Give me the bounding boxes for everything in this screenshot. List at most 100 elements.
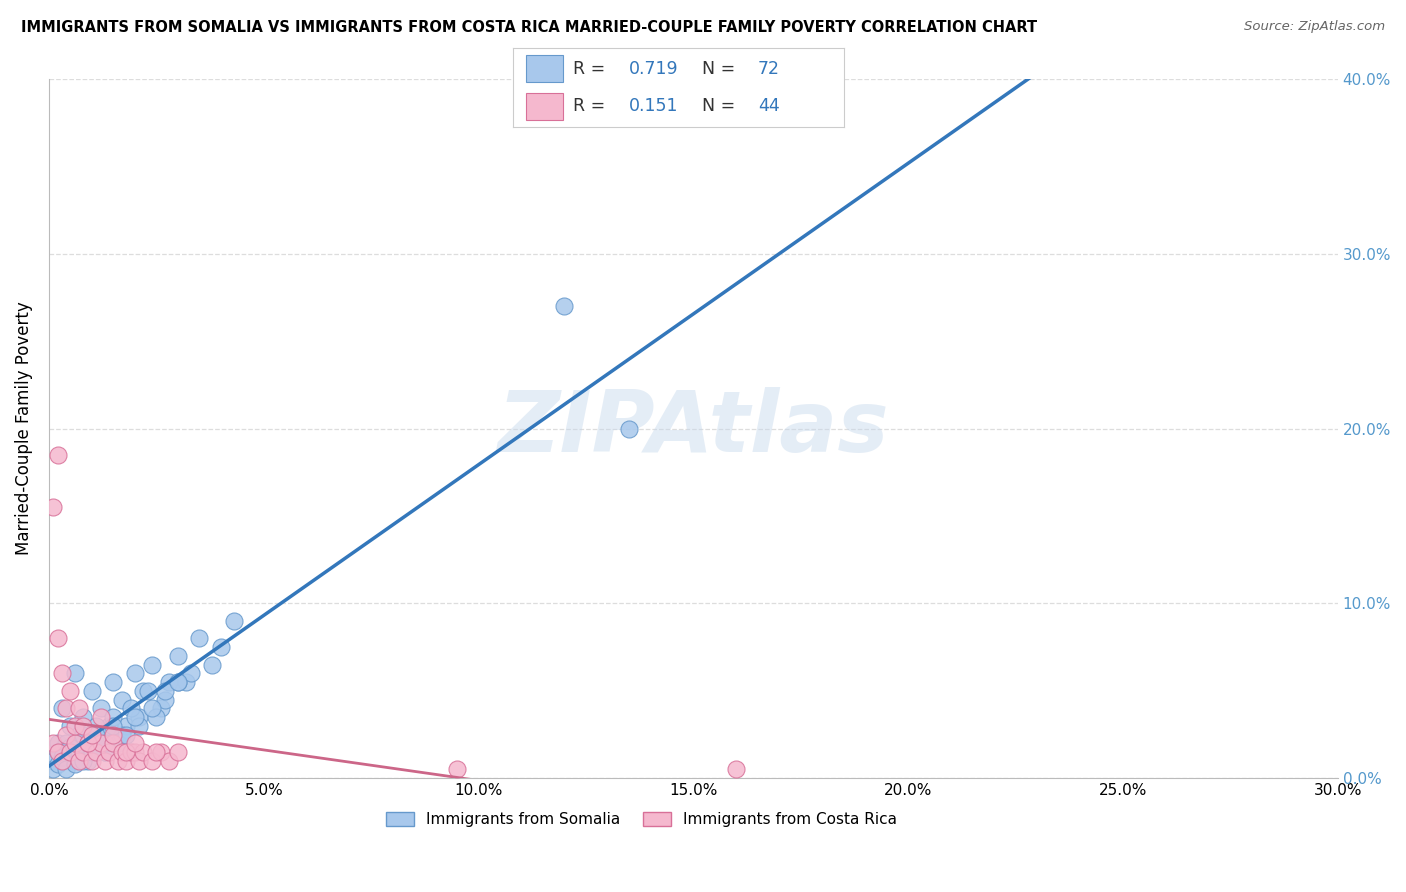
Text: 44: 44 — [758, 97, 779, 115]
Point — [42, 763, 65, 777]
Point — [89, 701, 111, 715]
Point — [46, 736, 69, 750]
Point — [67, 727, 90, 741]
Point — [76, 736, 98, 750]
Point — [59, 683, 82, 698]
Point — [72, 727, 94, 741]
Point — [89, 710, 111, 724]
Point — [124, 736, 146, 750]
Point — [141, 701, 163, 715]
Point — [103, 710, 125, 724]
Point — [209, 640, 232, 654]
Point — [222, 614, 245, 628]
Point — [51, 750, 73, 764]
Point — [76, 745, 98, 759]
Point — [46, 632, 69, 646]
Text: 72: 72 — [758, 60, 780, 78]
Point — [120, 745, 142, 759]
Point — [103, 675, 125, 690]
Point — [157, 754, 180, 768]
Point — [55, 745, 77, 759]
Point — [128, 754, 150, 768]
Point — [111, 692, 134, 706]
Point — [107, 754, 129, 768]
Point — [201, 657, 224, 672]
Point — [76, 754, 98, 768]
Point — [166, 675, 188, 690]
Point — [63, 719, 86, 733]
Point — [120, 745, 142, 759]
Point — [141, 754, 163, 768]
Point — [111, 727, 134, 741]
Point — [84, 727, 107, 741]
Point — [59, 739, 82, 754]
Text: R =: R = — [572, 97, 610, 115]
Point — [166, 648, 188, 663]
Point — [107, 736, 129, 750]
Point — [115, 745, 138, 759]
Point — [84, 745, 107, 759]
Point — [63, 757, 86, 772]
Point — [59, 719, 82, 733]
Text: ZIPAtlas: ZIPAtlas — [498, 387, 889, 470]
Point — [617, 421, 640, 435]
Point — [103, 727, 125, 741]
Point — [124, 710, 146, 724]
Point — [72, 754, 94, 768]
Point — [188, 632, 211, 646]
Point — [51, 666, 73, 681]
Point — [124, 666, 146, 681]
Point — [153, 683, 176, 698]
FancyBboxPatch shape — [526, 93, 562, 120]
Point — [72, 745, 94, 759]
Point — [59, 745, 82, 759]
Point — [67, 745, 90, 759]
Legend: Immigrants from Somalia, Immigrants from Costa Rica: Immigrants from Somalia, Immigrants from… — [381, 806, 903, 833]
Point — [145, 710, 167, 724]
Point — [55, 701, 77, 715]
Point — [76, 736, 98, 750]
Point — [80, 683, 103, 698]
Point — [120, 701, 142, 715]
Point — [115, 754, 138, 768]
Point — [157, 675, 180, 690]
Point — [103, 719, 125, 733]
Point — [446, 763, 468, 777]
Point — [128, 710, 150, 724]
Point — [149, 745, 172, 759]
Point — [153, 692, 176, 706]
Point — [111, 745, 134, 759]
Point — [98, 719, 121, 733]
Point — [46, 745, 69, 759]
Point — [553, 299, 575, 313]
Text: N =: N = — [702, 97, 741, 115]
Point — [63, 754, 86, 768]
Point — [72, 710, 94, 724]
Point — [63, 736, 86, 750]
Text: Source: ZipAtlas.com: Source: ZipAtlas.com — [1244, 20, 1385, 33]
Point — [103, 736, 125, 750]
Point — [80, 745, 103, 759]
Point — [42, 500, 65, 515]
Point — [55, 763, 77, 777]
Point — [166, 745, 188, 759]
Point — [180, 666, 202, 681]
Point — [94, 745, 117, 759]
Point — [115, 727, 138, 741]
Text: 0.151: 0.151 — [628, 97, 678, 115]
Point — [80, 736, 103, 750]
Point — [51, 754, 73, 768]
Point — [124, 745, 146, 759]
Point — [141, 657, 163, 672]
FancyBboxPatch shape — [526, 55, 562, 82]
Point — [94, 745, 117, 759]
Point — [46, 745, 69, 759]
Point — [59, 745, 82, 759]
Point — [80, 727, 103, 741]
Y-axis label: Married-Couple Family Poverty: Married-Couple Family Poverty — [15, 301, 32, 556]
Point — [725, 763, 748, 777]
Point — [136, 683, 159, 698]
Text: R =: R = — [572, 60, 610, 78]
Point — [145, 745, 167, 759]
Point — [76, 736, 98, 750]
